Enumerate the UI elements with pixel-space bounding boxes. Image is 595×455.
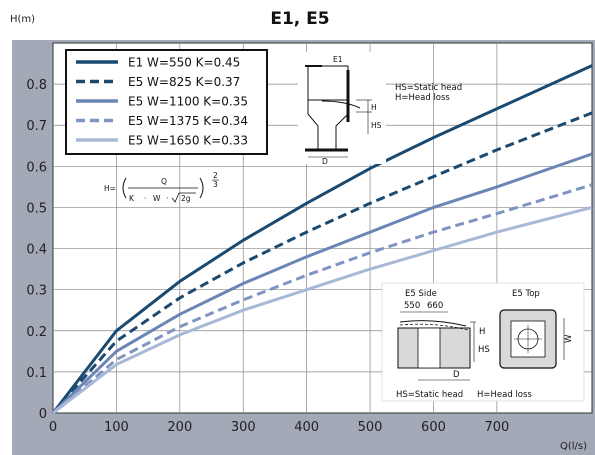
x-tick-label: 600 xyxy=(421,420,446,435)
y-tick-label: 0.6 xyxy=(26,160,47,175)
formula-dot-1: · xyxy=(144,194,146,203)
formula-dot-2: · xyxy=(166,194,168,203)
y-tick-label: 0.1 xyxy=(26,366,47,381)
formula-lhs: H= xyxy=(104,184,116,193)
e1-d-label: D xyxy=(322,157,328,166)
e1-hs-label: HS xyxy=(371,121,382,130)
formula-w: W xyxy=(153,194,161,203)
x-tick-label: 400 xyxy=(294,420,319,435)
e5-top-label: E5 Top xyxy=(512,289,540,299)
dim-550-label: 550 xyxy=(404,301,420,311)
x-tick-label: 200 xyxy=(167,420,192,435)
x-axis-label: Q(l/s) xyxy=(560,441,587,452)
legend-label-2: E5 W=825 K=0.37 xyxy=(128,75,240,89)
y-tick-label: 0.2 xyxy=(26,325,47,340)
formula-radicand: 2g xyxy=(181,194,191,203)
legend-label-3: E5 W=1100 K=0.35 xyxy=(128,95,248,109)
e5-legend-hs: HS=Static head xyxy=(396,390,463,400)
chart-title: E1, E5 xyxy=(270,9,329,29)
formula-numerator: Q xyxy=(161,177,167,186)
dim-660-label: 660 xyxy=(427,301,443,311)
e5-side-label: E5 Side xyxy=(405,289,437,299)
e1-h-label: H xyxy=(371,103,377,112)
y-tick-label: 0.8 xyxy=(26,78,47,93)
x-tick-label: 500 xyxy=(358,420,383,435)
e5-legend-h: H=Head loss xyxy=(477,390,532,400)
x-tick-label: 300 xyxy=(231,420,256,435)
y-tick-label: 0.4 xyxy=(26,243,47,258)
y-ticks: 0 0.1 0.2 0.3 0.4 0.5 0.6 0.7 0.8 xyxy=(26,78,47,422)
e5-hs-label: HS xyxy=(478,345,490,355)
e5-h-label: H xyxy=(479,327,485,337)
x-tick-label: 100 xyxy=(104,420,129,435)
y-tick-label: 0 xyxy=(39,407,47,422)
e5-side-slot xyxy=(418,328,440,368)
e5-d-label: D xyxy=(453,370,460,380)
formula-exp-den: 3 xyxy=(213,180,218,189)
y-axis-label: H(m) xyxy=(10,14,35,25)
e1-legend-h: H=Head loss xyxy=(395,93,450,103)
y-tick-label: 0.3 xyxy=(26,284,47,299)
e5-w-label: W xyxy=(564,334,574,343)
legend-label-4: E5 W=1375 K=0.34 xyxy=(128,114,248,128)
e1-legend-hs: HS=Static head xyxy=(395,83,462,93)
formula-exp-num: 2 xyxy=(213,171,218,180)
x-tick-label: 700 xyxy=(484,420,509,435)
x-tick-label: 0 xyxy=(49,420,57,435)
e1-label: E1 xyxy=(333,55,343,64)
y-tick-label: 0.7 xyxy=(26,119,47,134)
legend: E1 W=550 K=0.45 E5 W=825 K=0.37 E5 W=1100 … xyxy=(66,50,267,154)
e5-diagram: E5 Side E5 Top 550 660 H HS D W HS=Stati… xyxy=(382,283,584,401)
legend-label-5: E5 W=1650 K=0.33 xyxy=(128,134,248,148)
legend-label-1: E1 W=550 K=0.45 xyxy=(128,56,240,70)
y-tick-label: 0.5 xyxy=(26,201,47,216)
